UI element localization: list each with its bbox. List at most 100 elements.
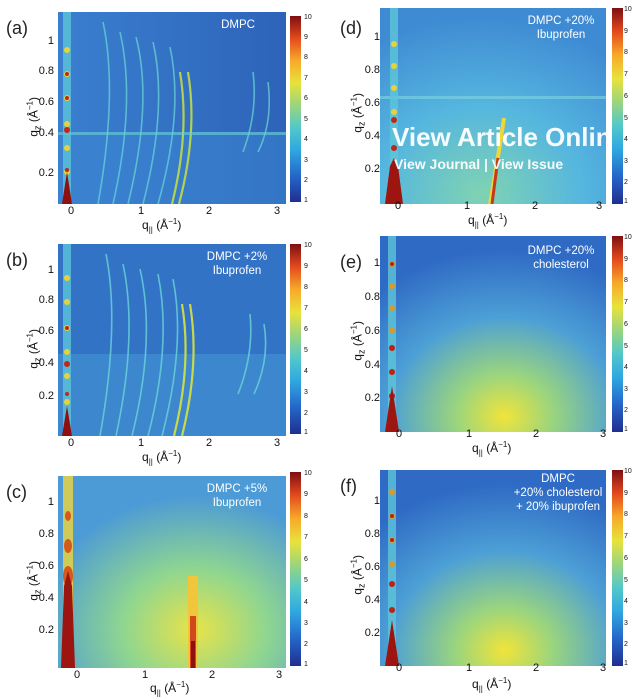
colorbar-tick: 3 [304,389,308,396]
y-tick-label: 0.8 [364,64,380,76]
scattering-map [58,476,286,668]
colorbar-tick: 9 [304,263,308,270]
colorbar-tick: 10 [304,470,312,477]
colorbar-tick: 4 [624,136,628,143]
x-axis-label: q|| (Å−1) [468,212,508,230]
panel-label: (a) [6,18,28,38]
colorbar-tick: 1 [304,661,308,668]
colorbar [290,472,301,666]
colorbar-tick: 4 [624,598,628,605]
colorbar-tick: 1 [304,429,308,436]
panel-a: (a) DMPC qz [0,0,316,234]
x-tick-label: 3 [599,428,607,440]
panel-annotation: DMPC +5% Ibuprofen [192,482,282,510]
colorbar-tick: 7 [304,75,308,82]
x-tick-label: 3 [599,662,607,674]
scattering-image [380,470,606,666]
colorbar [612,236,623,432]
colorbar-tick: 6 [624,555,628,562]
x-tick-label: 0 [67,437,75,449]
colorbar-tick: 8 [304,54,308,61]
y-tick-label: 0.6 [364,561,380,573]
x-tick-label: 2 [532,428,540,440]
y-tick-label: 0.6 [38,96,54,108]
panel-annotation: DMPC +2% Ibuprofen [192,250,282,278]
colorbar-tick: 5 [304,347,308,354]
x-axis-label: q|| (Å−1) [472,440,512,458]
colorbar-tick: 5 [624,343,628,350]
annotation-line: DMPC [541,473,575,485]
x-tick-label: 2 [532,662,540,674]
colorbar-tick: 9 [304,34,308,41]
colorbar-tick: 9 [624,28,628,35]
colorbar-tick: 5 [624,577,628,584]
panel-d: (d) DMPC +20% Ibuprofen View Article Onl… [316,0,632,232]
colorbar-tick: 4 [304,136,308,143]
panel-label: (c) [6,482,27,502]
panel-annotation: DMPC [198,18,278,32]
colorbar-tick: 1 [624,426,628,433]
annotation-line: DMPC +2% [206,251,268,263]
y-tick-label: 0.8 [364,528,380,540]
y-tick-label: 0.8 [38,294,54,306]
colorbar-tick: 6 [624,93,628,100]
x-tick-label: 0 [67,205,75,217]
y-tick-label: 1 [47,35,54,47]
y-tick-label: 0.6 [38,325,54,337]
x-tick-label: 2 [205,205,213,217]
colorbar-tick: 9 [624,256,628,263]
y-tick-label: 0.2 [38,390,54,402]
view-journal-issue-links[interactable]: View Journal | View Issue [394,156,564,172]
annotation-line: + 20% ibuprofen [515,501,601,513]
annotation-line: cholesterol [533,259,589,271]
colorbar-tick: 8 [304,513,308,520]
y-tick-label: 0.4 [38,357,54,369]
y-tick-label: 1 [373,495,380,507]
colorbar-tick: 2 [624,179,628,186]
colorbar-tick: 8 [624,49,628,56]
colorbar-tick: 8 [304,284,308,291]
y-tick-label: 0.4 [38,127,54,139]
y-tick-label: 0.2 [364,392,380,404]
colorbar-tick: 7 [624,299,628,306]
panel-label: (b) [6,250,28,270]
scattering-image [380,8,606,204]
panel-annotation: DMPC +20% cholesterol + 20% ibuprofen [502,472,614,514]
scattering-image [58,12,286,204]
scattering-map [380,8,606,204]
x-tick-label: 2 [208,669,216,681]
annotation-line: DMPC +20% [527,245,595,257]
scattering-image [58,476,286,668]
x-tick-label: 3 [273,437,281,449]
colorbar-tick: 10 [624,468,632,475]
y-tick-label: 0.6 [364,325,380,337]
x-axis-label: q|| (Å−1) [150,680,190,697]
panel-label: (e) [340,252,362,272]
colorbar-tick: 2 [304,177,308,184]
colorbar-tick: 10 [304,242,312,249]
y-tick-label: 1 [373,257,380,269]
panel-label: (f) [340,476,357,496]
colorbar-tick: 8 [624,277,628,284]
scattering-image [58,244,286,436]
view-article-online-overlay[interactable]: View Article Online [392,122,627,152]
colorbar-tick: 5 [304,116,308,123]
y-tick-label: 0.8 [38,65,54,77]
colorbar-tick: 2 [304,410,308,417]
colorbar-tick: 7 [624,533,628,540]
y-tick-label: 1 [373,31,380,43]
panel-b: (b) DMPC +2% Ibuprofen qz (Å−1) 1 0.8 0.… [0,232,316,466]
x-tick-label: 1 [465,428,473,440]
panel-label: (d) [340,18,362,38]
x-tick-label: 1 [141,669,149,681]
scattering-map [380,470,606,666]
colorbar-tick: 2 [624,641,628,648]
x-tick-label: 1 [137,205,145,217]
y-tick-label: 0.2 [38,624,54,636]
colorbar-tick: 7 [624,71,628,78]
colorbar-tick: 6 [624,321,628,328]
x-axis-label: q|| (Å−1) [472,676,512,694]
colorbar-tick: 3 [624,620,628,627]
y-tick-label: 0.8 [38,528,54,540]
annotation-line: Ibuprofen [536,29,586,41]
